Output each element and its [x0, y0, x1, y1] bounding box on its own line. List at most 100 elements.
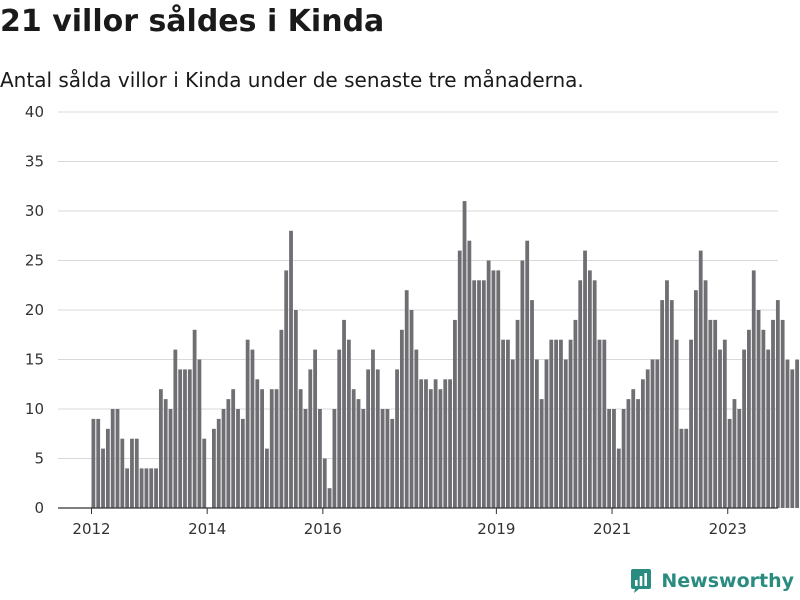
bar — [559, 339, 563, 508]
bar — [780, 319, 785, 508]
bar — [698, 250, 703, 508]
bar — [178, 369, 183, 508]
bar — [631, 389, 636, 508]
bar — [289, 230, 293, 509]
y-axis: 0 5 10 15 20 25 30 35 40 — [25, 103, 44, 517]
bar — [438, 389, 443, 508]
bar — [366, 369, 371, 508]
bar — [101, 448, 105, 508]
bar — [91, 418, 96, 508]
bar — [303, 409, 308, 508]
bar — [515, 319, 520, 508]
bar — [428, 389, 433, 508]
y-tick-label: 15 — [25, 351, 44, 369]
bar — [183, 369, 187, 508]
bar — [356, 399, 361, 508]
bar — [375, 369, 380, 508]
bar — [390, 418, 395, 508]
bar — [785, 359, 790, 508]
bar — [771, 319, 775, 508]
bar — [158, 389, 163, 508]
bar — [506, 339, 510, 508]
bar — [337, 349, 342, 508]
chart-subtitle: Antal sålda villor i Kinda under de sena… — [0, 68, 584, 92]
bar — [573, 319, 578, 508]
bar — [202, 438, 207, 508]
bar — [192, 329, 197, 508]
bar — [212, 428, 216, 508]
bar — [602, 339, 607, 508]
bar — [424, 379, 428, 508]
bar — [404, 290, 409, 508]
y-tick-label: 25 — [25, 252, 44, 270]
bar — [361, 409, 366, 508]
bar — [279, 329, 284, 508]
bar — [486, 260, 491, 508]
bar — [332, 409, 337, 508]
bar — [597, 339, 602, 508]
brand-logo: Newsworthy — [629, 568, 794, 594]
bar — [534, 359, 539, 508]
bar — [669, 300, 674, 508]
bar — [607, 409, 612, 508]
bar — [795, 359, 800, 508]
bar — [636, 399, 640, 508]
bar — [525, 240, 530, 508]
bar — [491, 270, 496, 508]
bar — [640, 379, 645, 508]
bar — [409, 310, 414, 508]
bar — [674, 339, 679, 508]
bar — [168, 409, 173, 508]
y-tick-label: 20 — [25, 301, 44, 319]
bar — [399, 329, 404, 508]
x-axis: 2012201420162019202120232025 — [58, 507, 778, 538]
newsworthy-logo-icon — [631, 569, 652, 593]
bar-series — [91, 201, 800, 509]
bar — [414, 349, 419, 508]
bar — [255, 379, 260, 508]
bar — [520, 260, 525, 508]
bar — [395, 369, 399, 508]
x-tick-label: 2014 — [188, 520, 226, 538]
bar — [660, 300, 665, 508]
bar — [342, 319, 346, 508]
bar — [549, 339, 554, 508]
bar — [621, 409, 626, 508]
bar — [173, 349, 178, 508]
bar — [742, 349, 746, 508]
bar — [737, 409, 742, 508]
bar — [530, 300, 534, 508]
bar — [380, 409, 385, 508]
y-tick-label: 5 — [34, 450, 44, 468]
y-tick-label: 10 — [25, 400, 44, 418]
bar — [308, 369, 313, 508]
bar — [626, 399, 631, 508]
bar — [684, 428, 689, 508]
bar — [727, 418, 732, 508]
x-tick-label: 2023 — [709, 520, 747, 538]
bar — [96, 418, 101, 508]
bar — [371, 349, 375, 508]
x-tick-label: 2012 — [72, 520, 110, 538]
bar — [327, 488, 332, 508]
brand-name: Newsworthy — [661, 570, 794, 592]
bar — [313, 349, 318, 508]
bar — [419, 379, 424, 508]
bar — [616, 448, 621, 508]
bar — [756, 310, 761, 508]
bar — [539, 399, 544, 508]
bar — [443, 379, 448, 508]
bar — [554, 339, 559, 508]
bar — [216, 418, 221, 508]
bar — [563, 359, 568, 508]
bar — [231, 389, 236, 508]
bar — [732, 399, 737, 508]
bar — [226, 399, 231, 508]
bar — [274, 389, 279, 508]
bar — [747, 329, 751, 508]
y-tick-label: 35 — [25, 153, 44, 171]
bar — [472, 280, 477, 508]
bar — [496, 270, 501, 508]
y-tick-label: 0 — [34, 499, 44, 517]
bar — [568, 339, 573, 508]
